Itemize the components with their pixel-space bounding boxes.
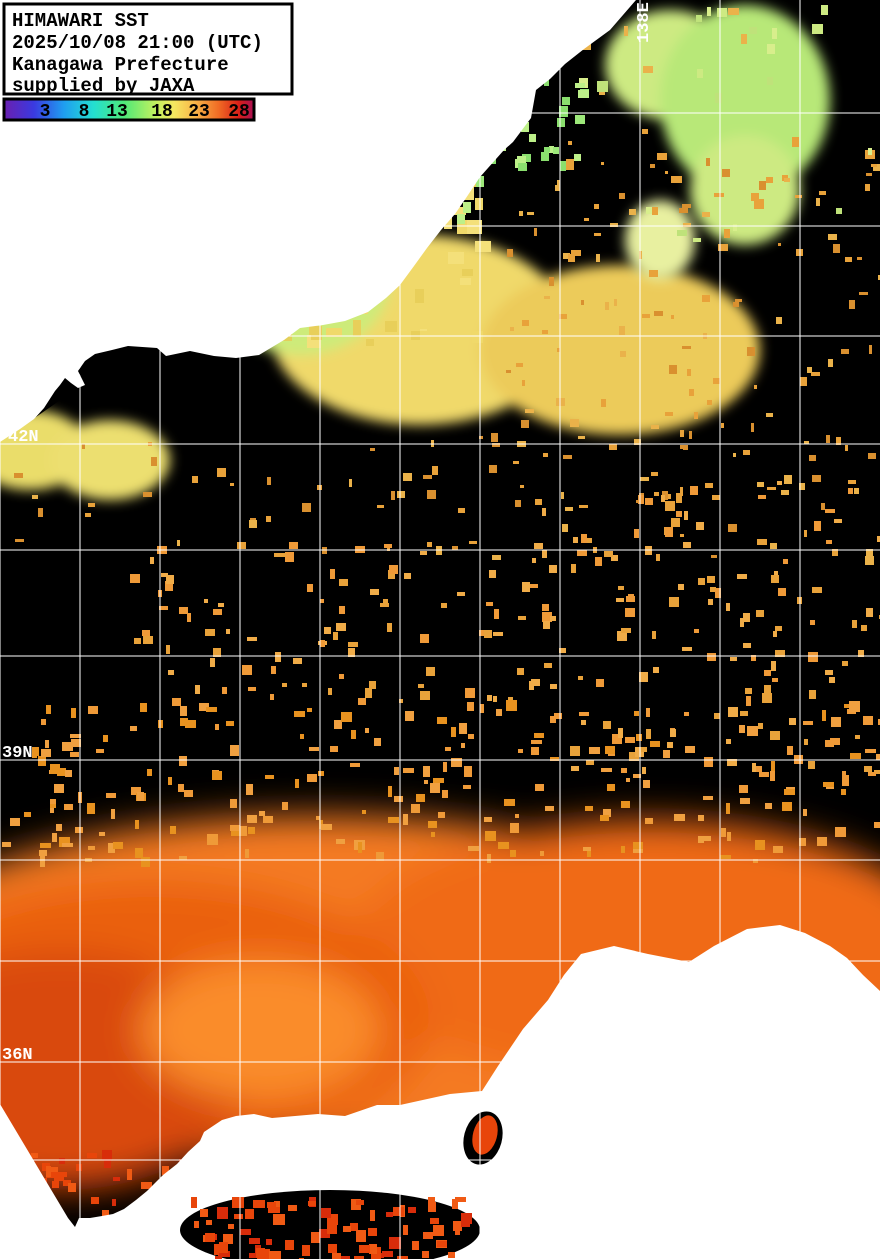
svg-text:39N: 39N (2, 744, 33, 763)
svg-text:42N: 42N (8, 428, 39, 447)
svg-text:supplied by JAXA: supplied by JAXA (12, 75, 195, 97)
svg-text:3: 3 (40, 102, 51, 122)
svg-text:138E: 138E (635, 2, 654, 43)
svg-text:28: 28 (228, 102, 250, 122)
svg-text:23: 23 (188, 102, 210, 122)
svg-text:13: 13 (106, 102, 128, 122)
svg-text:36N: 36N (2, 1046, 33, 1065)
svg-text:HIMAWARI SST: HIMAWARI SST (12, 10, 149, 32)
svg-text:2025/10/08 21:00 (UTC): 2025/10/08 21:00 (UTC) (12, 32, 263, 54)
svg-text:Kanagawa Prefecture: Kanagawa Prefecture (12, 54, 229, 76)
svg-text:18: 18 (151, 102, 173, 122)
svg-text:8: 8 (79, 102, 90, 122)
